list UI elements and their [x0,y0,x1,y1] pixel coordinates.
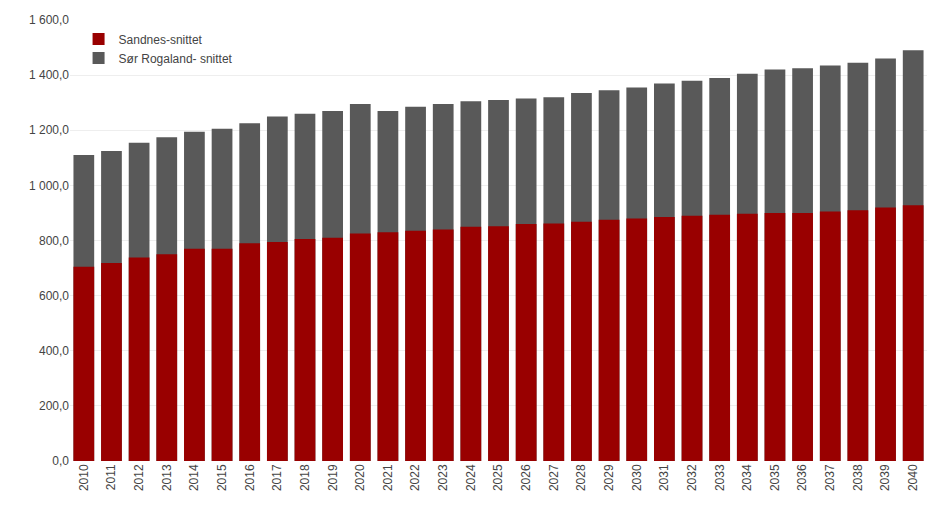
svg-text:2014: 2014 [187,464,201,491]
svg-text:2030: 2030 [630,464,644,491]
svg-text:2036: 2036 [796,464,810,491]
svg-text:2015: 2015 [215,464,229,491]
svg-text:Sør Rogaland- snittet: Sør Rogaland- snittet [119,52,233,66]
svg-text:2037: 2037 [823,464,837,491]
svg-text:2028: 2028 [574,464,588,491]
svg-text:1 400,0: 1 400,0 [29,68,69,82]
svg-text:1 600,0: 1 600,0 [29,13,69,27]
svg-text:2012: 2012 [132,464,146,491]
svg-text:2029: 2029 [602,464,616,491]
svg-text:200,0: 200,0 [39,399,69,413]
svg-text:2032: 2032 [685,464,699,491]
svg-text:2016: 2016 [243,464,257,491]
svg-text:2033: 2033 [713,464,727,491]
svg-text:1 200,0: 1 200,0 [29,123,69,137]
svg-text:Sandnes-snittet: Sandnes-snittet [119,33,203,47]
svg-text:2021: 2021 [381,464,395,491]
svg-text:600,0: 600,0 [39,289,69,303]
svg-text:2018: 2018 [298,464,312,491]
svg-text:2024: 2024 [464,464,478,491]
svg-text:2020: 2020 [353,464,367,491]
svg-text:2010: 2010 [77,464,91,491]
svg-text:1 000,0: 1 000,0 [29,179,69,193]
svg-text:2039: 2039 [878,464,892,491]
svg-text:0,0: 0,0 [52,454,69,468]
svg-text:2022: 2022 [408,464,422,491]
svg-text:2011: 2011 [104,464,118,490]
svg-text:2027: 2027 [547,464,561,491]
svg-text:2038: 2038 [851,464,865,491]
svg-text:2017: 2017 [270,464,284,491]
svg-text:2025: 2025 [491,464,505,491]
svg-text:2040: 2040 [906,464,920,491]
svg-text:2023: 2023 [436,464,450,491]
svg-text:2013: 2013 [160,464,174,491]
svg-text:2031: 2031 [657,464,671,491]
svg-text:2019: 2019 [326,464,340,491]
svg-text:2026: 2026 [519,464,533,491]
svg-text:2035: 2035 [768,464,782,491]
svg-text:400,0: 400,0 [39,344,69,358]
svg-text:800,0: 800,0 [39,234,69,248]
svg-text:2034: 2034 [740,464,754,491]
